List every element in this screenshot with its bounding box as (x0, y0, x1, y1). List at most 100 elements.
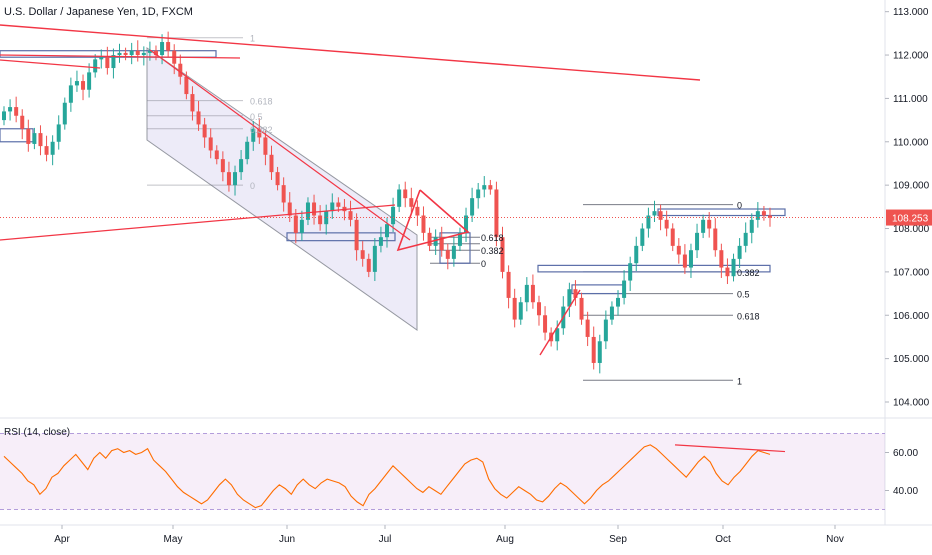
candle-body (245, 141, 250, 160)
candle-body (391, 206, 396, 225)
candle-body (512, 297, 517, 320)
candle-body (2, 111, 6, 121)
rsi-label: RSI (14, close) (4, 427, 70, 438)
candle-body (433, 237, 438, 246)
fib-level-label: 0.382 (737, 268, 760, 278)
time-tick-label: Jul (379, 534, 392, 545)
candle-body (251, 128, 256, 142)
candle-body (263, 137, 268, 155)
triangle-pattern (396, 189, 470, 252)
price-tick-label: 105.000 (893, 354, 930, 365)
fib-level-label: 0.5 (250, 112, 263, 122)
candle-body (220, 159, 225, 173)
candle-body (457, 232, 462, 246)
fib-level-label: 0.5 (737, 290, 750, 300)
candle-body (81, 81, 86, 90)
candle-body (147, 50, 152, 53)
candle-body (573, 289, 578, 298)
candle-body (239, 159, 244, 173)
fib-level-label: 0.382 (481, 246, 504, 256)
candle-body (701, 219, 706, 233)
candle-body (190, 94, 195, 112)
candle-body (166, 42, 171, 51)
candle-body (646, 215, 651, 229)
candle-body (360, 250, 365, 259)
candle-body (731, 258, 736, 277)
candle-body (196, 111, 201, 125)
support-resistance-box (571, 284, 626, 295)
candle-body (184, 76, 189, 95)
time-tick-label: Sep (609, 534, 627, 545)
candle-body (524, 284, 529, 303)
time-tick-label: Aug (496, 534, 514, 545)
candle-body (476, 189, 481, 199)
candle-body (609, 306, 614, 320)
candle-body (312, 202, 317, 216)
candle-body (93, 59, 98, 73)
time-tick-label: Oct (715, 534, 731, 545)
candle-body (135, 50, 140, 56)
candle-body (579, 297, 584, 320)
fib-level-label: 1 (737, 376, 742, 386)
candle-body (214, 150, 219, 160)
candle-body (20, 115, 25, 129)
candle-body (56, 124, 61, 142)
candle-body (670, 228, 675, 246)
candle-body (293, 215, 298, 233)
trend-line (0, 54, 241, 59)
candle-body (597, 341, 602, 363)
candle-body (99, 57, 104, 60)
trend-line (149, 49, 411, 241)
candle-body (622, 280, 627, 298)
candle-body (421, 215, 426, 233)
candle-body (543, 315, 548, 333)
candle-body (32, 133, 37, 144)
candle-body (445, 250, 450, 259)
fib-level-label: 1 (250, 34, 255, 44)
candle-body (755, 211, 760, 220)
candle-body (111, 55, 116, 69)
candle-body (354, 219, 359, 251)
fib-level-label: 0.382 (250, 125, 273, 135)
candle-body (117, 52, 122, 56)
candle-body (658, 211, 663, 220)
candle-body (105, 57, 110, 69)
candle-body (318, 215, 323, 225)
price-tick-label: 112.000 (893, 51, 929, 62)
time-tick-label: Jun (279, 534, 295, 545)
candle-body (287, 202, 292, 216)
support-resistance-box (286, 232, 396, 242)
rsi-tick-label: 40.00 (893, 486, 918, 497)
last-price-label: 108.253 (892, 214, 929, 225)
candle-body (299, 219, 304, 233)
trend-line (0, 59, 101, 69)
candle-body (439, 237, 444, 251)
chart-title: U.S. Dollar / Japanese Yen, 1D, FXCM (4, 6, 193, 18)
candle-body (743, 232, 748, 246)
time-tick-label: Nov (826, 534, 844, 545)
price-tick-label: 108.000 (893, 224, 930, 235)
fib-level-label: 0 (481, 259, 486, 269)
candle-body (719, 250, 724, 268)
candle-body (348, 211, 353, 220)
candle-body (640, 228, 645, 246)
price-tick-label: 110.000 (893, 137, 929, 148)
rsi-divergence-line (674, 444, 786, 453)
candle-body (336, 202, 341, 207)
candle-body (38, 133, 43, 147)
price-tick-label: 109.000 (893, 181, 930, 192)
candle-body (415, 206, 420, 216)
candle-body (366, 258, 371, 272)
candle-body (330, 202, 335, 212)
candle-body (208, 137, 213, 151)
candle-body (44, 146, 49, 155)
candle-body (768, 215, 772, 218)
fib-level-label: 0.618 (250, 97, 273, 107)
candle-body (713, 228, 718, 251)
candle-body (269, 154, 274, 173)
candle-body (123, 52, 128, 56)
candle-body (707, 219, 712, 229)
candle-body (500, 237, 505, 272)
